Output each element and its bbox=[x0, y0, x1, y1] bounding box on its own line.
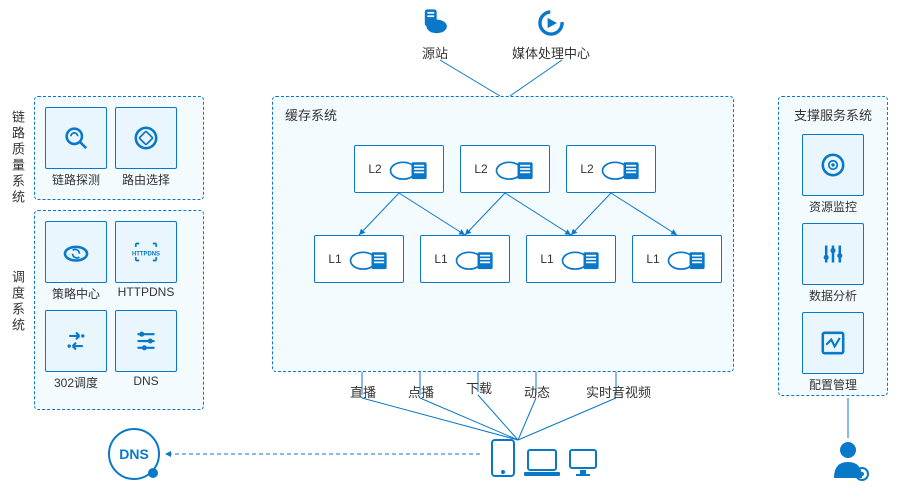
l1-node-3: L1 bbox=[632, 235, 722, 283]
origin-label: 源站 bbox=[422, 43, 448, 62]
sched-item-0: 策略中心 bbox=[45, 221, 107, 302]
l1-label-2: L1 bbox=[540, 252, 553, 266]
config-icon bbox=[816, 326, 850, 360]
l1-node-2: L1 bbox=[526, 235, 616, 283]
cloud-server-icon bbox=[388, 153, 430, 185]
cache-title: 缓存系统 bbox=[273, 97, 733, 126]
cloud-server-icon bbox=[600, 153, 642, 185]
desktop-icon bbox=[568, 448, 598, 478]
linkq-title: 链路质量系统 bbox=[8, 110, 27, 206]
origin-server-icon bbox=[418, 6, 452, 40]
sched-item-2: 302调度 bbox=[45, 310, 107, 391]
linkq-item-0: 链路探测 bbox=[45, 107, 107, 188]
l2-label-1: L2 bbox=[474, 162, 487, 176]
bottom-label-4: 实时音视频 bbox=[586, 382, 651, 401]
bottom-label-2: 下载 bbox=[466, 378, 492, 397]
user-gear-icon bbox=[828, 438, 872, 482]
l1-node-0: L1 bbox=[314, 235, 404, 283]
sched-label-3: DNS bbox=[133, 374, 158, 388]
linkq-panel: 链路探测 路由选择 bbox=[34, 96, 204, 200]
laptop-icon bbox=[524, 448, 560, 478]
policy-center-icon bbox=[59, 235, 93, 269]
media-center-item: 媒体处理中心 bbox=[512, 6, 590, 62]
origin-item: 源站 bbox=[418, 6, 452, 62]
bottom-label-0: 直播 bbox=[350, 382, 376, 401]
l2-node-2: L2 bbox=[566, 145, 656, 193]
dns-dot-icon bbox=[146, 466, 160, 480]
cloud-server-icon bbox=[494, 153, 536, 185]
svg-text:HTTPDNS: HTTPDNS bbox=[132, 251, 160, 257]
l1-label-0: L1 bbox=[328, 252, 341, 266]
support-label-0: 资源监控 bbox=[809, 198, 857, 215]
route-select-icon bbox=[129, 121, 163, 155]
support-panel: 支撑服务系统 资源监控 数据分析 配置管理 bbox=[778, 96, 888, 396]
l1-label-1: L1 bbox=[434, 252, 447, 266]
support-item-2: 配置管理 bbox=[802, 312, 864, 393]
media-label: 媒体处理中心 bbox=[512, 43, 590, 62]
support-label-2: 配置管理 bbox=[809, 376, 857, 393]
l2-label-2: L2 bbox=[580, 162, 593, 176]
linkq-label-1: 路由选择 bbox=[122, 171, 170, 188]
support-title: 支撑服务系统 bbox=[779, 97, 887, 130]
support-label-1: 数据分析 bbox=[809, 287, 857, 304]
l2-node-1: L2 bbox=[460, 145, 550, 193]
sched-title: 调度系统 bbox=[8, 270, 27, 334]
cloud-server-icon bbox=[560, 243, 602, 275]
l2-node-0: L2 bbox=[354, 145, 444, 193]
support-item-1: 数据分析 bbox=[802, 223, 864, 304]
dns-circle: DNS bbox=[108, 428, 160, 480]
dns-label: DNS bbox=[119, 446, 149, 462]
analytics-icon bbox=[816, 237, 850, 271]
sched-item-3: DNS bbox=[115, 310, 177, 391]
l1-node-1: L1 bbox=[420, 235, 510, 283]
httpdns-icon: HTTPDNS bbox=[129, 235, 163, 269]
302-icon bbox=[59, 324, 93, 358]
devices-icon bbox=[490, 438, 598, 478]
media-center-icon bbox=[534, 6, 568, 40]
bottom-label-3: 动态 bbox=[524, 382, 550, 401]
sched-label-0: 策略中心 bbox=[52, 285, 100, 302]
dns-sliders-icon bbox=[129, 324, 163, 358]
cloud-server-icon bbox=[348, 243, 390, 275]
phone-icon bbox=[490, 438, 516, 478]
sched-panel: 策略中心 HTTPDNS HTTPDNS 302调度 DNS bbox=[34, 210, 204, 410]
support-item-0: 资源监控 bbox=[802, 134, 864, 215]
cloud-server-icon bbox=[454, 243, 496, 275]
linkq-item-1: 路由选择 bbox=[115, 107, 177, 188]
monitor-icon bbox=[816, 148, 850, 182]
linkq-label-0: 链路探测 bbox=[52, 171, 100, 188]
sched-label-2: 302调度 bbox=[54, 374, 98, 391]
sched-item-1: HTTPDNS HTTPDNS bbox=[115, 221, 177, 302]
top-icons: 源站 媒体处理中心 bbox=[418, 6, 590, 62]
cloud-server-icon bbox=[666, 243, 708, 275]
bottom-label-1: 点播 bbox=[408, 382, 434, 401]
cache-panel: 缓存系统 bbox=[272, 96, 734, 372]
l1-label-3: L1 bbox=[646, 252, 659, 266]
link-probe-icon bbox=[59, 121, 93, 155]
sched-label-1: HTTPDNS bbox=[118, 285, 175, 299]
l2-label-0: L2 bbox=[368, 162, 381, 176]
